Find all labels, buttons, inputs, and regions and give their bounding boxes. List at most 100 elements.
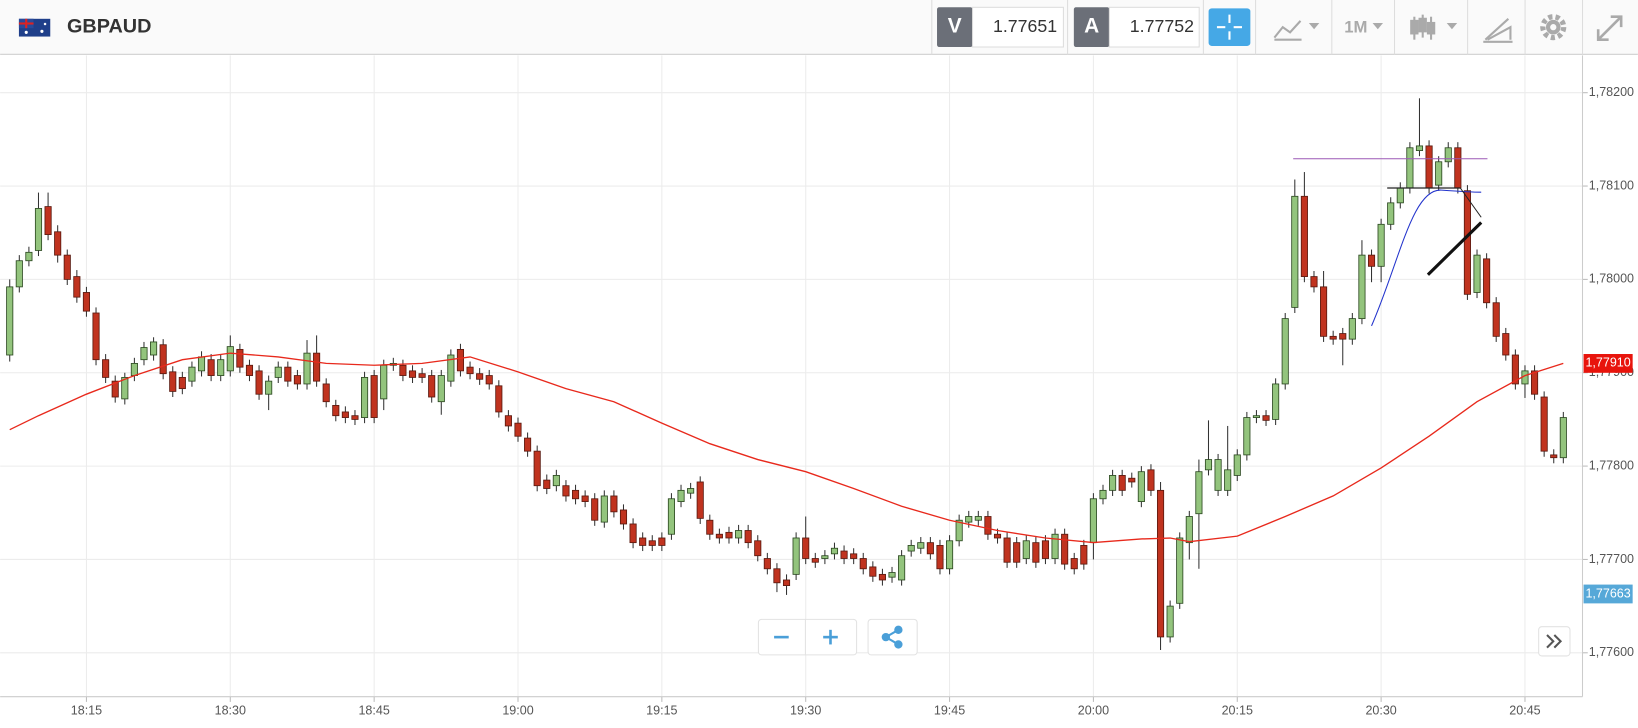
candle-body [341,411,349,418]
candle-body [197,356,206,372]
candle-body [1204,459,1213,471]
zoom-in[interactable] [823,629,838,645]
candle-body [447,354,455,382]
candle-body [380,364,388,400]
candle-body [1483,258,1491,304]
candle-body [1051,533,1059,559]
separators [931,0,1584,55]
candle-body [581,495,589,502]
fullscreen-button[interactable] [1596,15,1623,41]
candle-body [1454,147,1462,189]
candle-body [830,547,839,555]
candle-body [1070,558,1078,570]
candle-body [1089,498,1097,544]
drawn-curve [1371,189,1482,327]
flag [18,18,51,37]
candle-body [1243,417,1251,456]
candle-body [1195,471,1203,515]
candle-body [1559,417,1567,459]
candle-body [917,542,925,549]
candle-body [1310,276,1318,288]
x-tick-label: 18:15 [71,704,102,718]
crosshair-button[interactable] [1208,8,1251,46]
candle-body [485,375,493,385]
candle-body [159,344,167,375]
candle-body [850,553,858,559]
candle-body [1511,354,1519,385]
sell-button[interactable]: V 1.77651 [937,6,1064,48]
candle-body [1224,469,1232,491]
candle-body [648,540,656,546]
scroll-right-button[interactable] [1538,626,1571,657]
candle-body [1281,318,1289,385]
candle-body [1502,333,1510,356]
x-tick-label: 19:00 [502,704,533,718]
candle-body [974,516,982,521]
candle-body [1387,202,1395,225]
drawing-button[interactable] [1483,18,1513,43]
timeframe[interactable]: 1M [1344,18,1367,37]
y-tick-label: 1,78000 [1589,272,1634,286]
x-tick-label: 20:15 [1222,704,1253,718]
x-tick-label: 19:45 [934,704,965,718]
candle-body [715,533,723,539]
candle-body [1003,537,1011,563]
candle-body [332,404,340,417]
candle-body [610,495,618,513]
x-tick-label: 19:30 [790,704,821,718]
sell-label[interactable]: V [948,15,962,38]
candle-body [1473,254,1481,293]
sell-price[interactable]: 1.77651 [993,16,1057,36]
y-tick-label: 1,78200 [1589,85,1634,99]
candle-body [687,488,695,494]
candle-body [898,555,906,581]
candle-body [437,375,445,403]
candle-body [130,362,138,376]
candle-body [6,286,14,356]
candle-body [63,254,71,280]
candle-body [44,206,52,236]
candle-style-button[interactable] [1410,14,1458,40]
candle-body [265,380,273,395]
candle-body [1147,469,1155,491]
candle-body [514,422,522,437]
candle-body [1262,415,1270,421]
candle-body [476,373,484,380]
y-tick-label: 1,77600 [1589,645,1634,659]
buy-label[interactable]: A [1084,15,1099,38]
candle-body [226,346,234,372]
candle-body [456,348,465,372]
candle-body [495,385,503,413]
share-button[interactable] [867,618,918,656]
candle-body [571,489,580,500]
candle-body [1252,415,1260,418]
candle-body [619,509,628,525]
buy-price[interactable]: 1.77752 [1130,16,1194,36]
candle-body [188,366,196,382]
candle-body [418,373,426,378]
candle-body [1492,302,1500,337]
candle-body [207,359,215,376]
candle-body [1166,605,1174,638]
candle-body [1348,318,1356,340]
candle-body [763,558,771,570]
candle-body [677,489,685,502]
buy-button[interactable]: A 1.77752 [1073,6,1200,48]
price-label: 1,77910 [1585,356,1630,370]
candle-body [552,475,560,487]
x-tick-label: 18:45 [358,704,389,718]
candle-body [1061,533,1069,565]
candle-body [591,498,599,521]
chart-type-button[interactable] [1273,20,1320,41]
candle-body [907,545,915,552]
candle-body [1339,333,1347,340]
settings-button[interactable] [1540,14,1567,41]
candle-body [150,341,158,356]
drawn-arrow [1426,221,1483,276]
timeframe-button[interactable]: 1M [1344,18,1384,37]
candle-body [102,359,110,378]
candle-body [1320,286,1328,337]
candle-body [361,376,369,418]
